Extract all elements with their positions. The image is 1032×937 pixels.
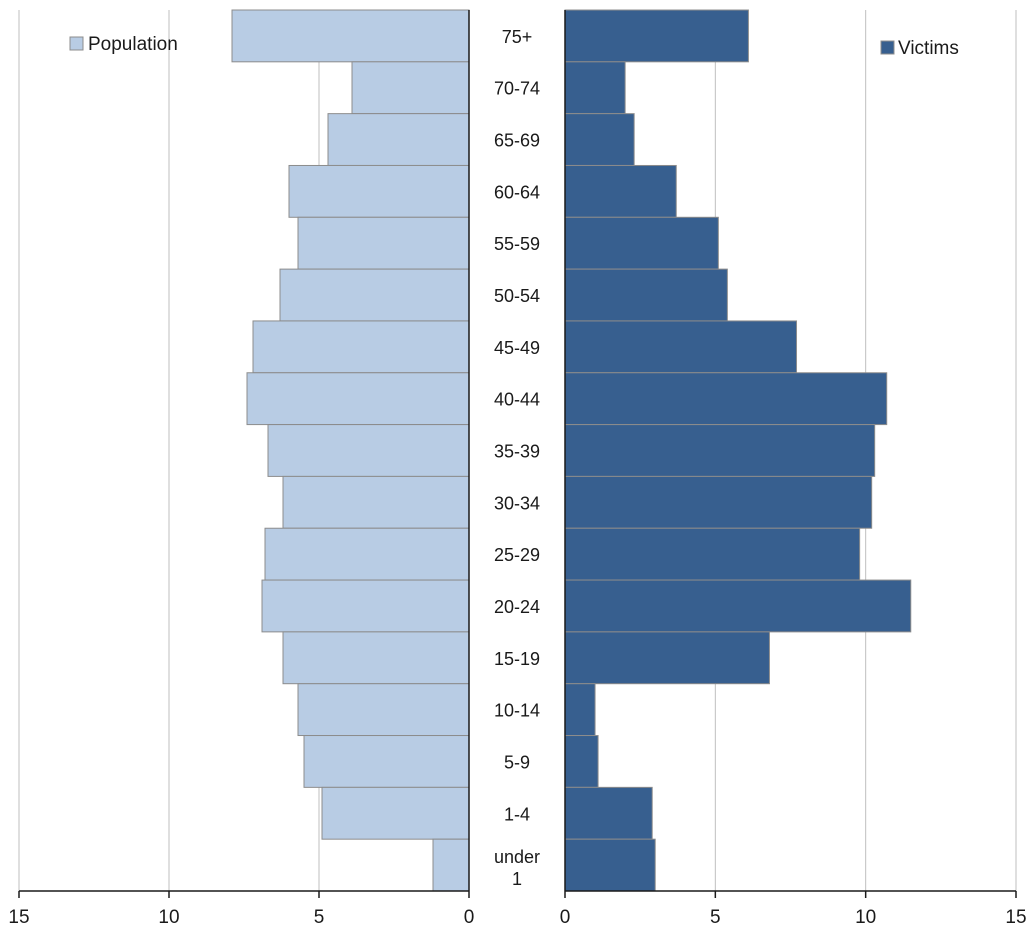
left-tick-label: 15: [8, 907, 29, 928]
population-bar: [351, 61, 470, 115]
category-label: 30-34: [494, 493, 540, 513]
victims-bar: [564, 579, 912, 633]
left-tick-label: 10: [158, 907, 179, 928]
victims-legend-swatch: [880, 40, 895, 55]
category-label: under: [494, 847, 540, 867]
population-bar: [246, 372, 470, 426]
category-label: 75+: [502, 27, 533, 47]
population-bar: [327, 113, 470, 166]
population-bar: [432, 838, 470, 892]
population-bar: [279, 268, 470, 322]
category-label: 1-4: [504, 804, 530, 824]
population-bar: [231, 9, 470, 63]
victims-legend-label: Victims: [898, 38, 959, 59]
victims-bar: [564, 475, 873, 529]
category-label: 65-69: [494, 131, 540, 151]
category-label: 50-54: [494, 286, 540, 306]
population-bar: [282, 631, 470, 685]
right-tick-label: 5: [710, 907, 721, 928]
category-label: 40-44: [494, 390, 540, 410]
population-bar: [261, 579, 470, 633]
category-label: 1: [512, 869, 522, 889]
left-tick-label: 0: [464, 907, 475, 928]
victims-bar: [564, 424, 876, 477]
population-legend-swatch: [69, 36, 84, 51]
population-legend-label: Population: [88, 34, 178, 55]
victims-bar: [564, 683, 596, 737]
victims-bar: [564, 631, 770, 685]
category-label: 60-64: [494, 182, 540, 202]
right-tick-label: 15: [1005, 907, 1026, 928]
category-label: 5-9: [504, 752, 530, 772]
population-bar: [282, 475, 470, 529]
victims-bar: [564, 372, 888, 426]
category-label: 70-74: [494, 79, 540, 99]
category-label: 25-29: [494, 545, 540, 565]
population-bar: [303, 735, 470, 788]
population-bar: [252, 320, 470, 374]
population-bar: [264, 527, 470, 581]
victims-bar: [564, 320, 798, 374]
category-label: 10-14: [494, 701, 540, 721]
victims-bar: [564, 9, 749, 63]
victims-bar: [564, 735, 599, 788]
population-bar: [288, 164, 470, 218]
victims-bar: [564, 164, 677, 218]
left-tick-label: 5: [314, 907, 325, 928]
victims-bar: [564, 216, 719, 270]
category-label: 55-59: [494, 234, 540, 254]
victims-bar: [564, 786, 653, 840]
victims-bar: [564, 268, 728, 322]
population-bar: [321, 786, 470, 840]
victims-bar: [564, 527, 861, 581]
victims-bar: [564, 61, 626, 115]
population-bar: [297, 216, 470, 270]
category-label: 45-49: [494, 338, 540, 358]
right-tick-label: 10: [855, 907, 876, 928]
category-label: 20-24: [494, 597, 540, 617]
population-bar: [267, 424, 470, 477]
victims-bar: [564, 838, 656, 892]
category-label: 35-39: [494, 442, 540, 462]
population-bar: [297, 683, 470, 737]
category-label: 15-19: [494, 649, 540, 669]
victims-bar: [564, 113, 635, 166]
right-tick-label: 0: [560, 907, 571, 928]
